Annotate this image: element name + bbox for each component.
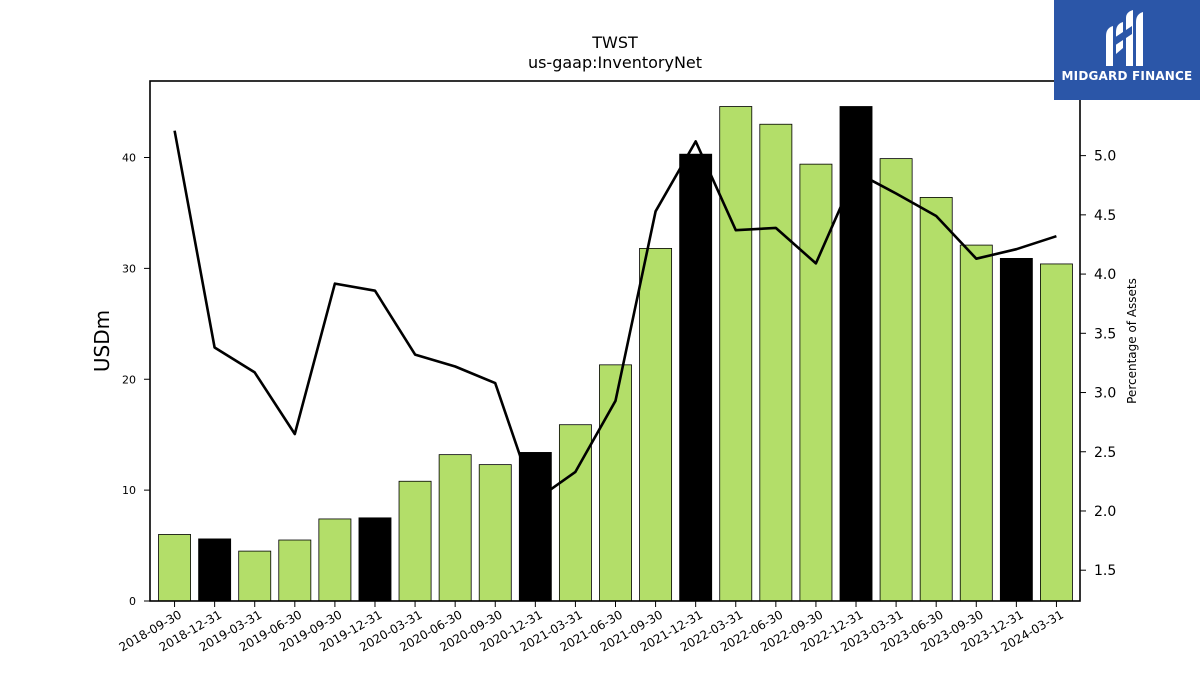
x-axis: 2018-09-302018-12-312019-03-312019-06-30… [117,601,1066,654]
bar-2019-06-30 [278,539,312,602]
y-tick-label: 30 [122,262,136,275]
y2-tick-label: 3.0 [1094,386,1116,402]
bar-2021-06-30 [599,364,632,602]
bar-2020-12-31 [518,452,552,602]
y2-tick-label: 2.5 [1094,445,1116,461]
bar-2018-09-30 [158,534,191,602]
y2-tick-label: 4.0 [1094,267,1116,283]
bar-2019-03-31 [238,550,272,602]
chart-title: TWST [591,33,638,52]
bar-2023-12-31 [999,257,1033,602]
bar-2023-03-31 [879,158,913,602]
bar-2023-09-30 [959,244,993,602]
bars-group [158,106,1073,602]
bar-2022-03-31 [719,106,753,602]
y2-tick-label: 3.5 [1094,326,1116,342]
bar-2019-12-31 [358,517,392,602]
y-tick-label: 40 [122,152,136,165]
logo-text: MIDGARD FINANCE [1061,69,1193,83]
y-tick-label: 20 [122,373,136,386]
y-axis-label: USDm [90,310,114,372]
y-tick-label: 10 [122,484,136,497]
y2-tick-label: 2.0 [1094,504,1116,520]
y2-tick-label: 5.0 [1094,149,1116,165]
bar-2020-09-30 [478,464,512,602]
bar-2022-06-30 [759,123,793,602]
right-axis: 1.5 2.0 2.5 3.0 3.5 4.0 4.5 5.0 [1080,149,1116,579]
percentage-line [173,130,1057,502]
bar-2024-03-31 [1040,263,1073,602]
y2-tick-label: 1.5 [1094,563,1116,579]
y2-tick-label: 4.5 [1094,208,1116,224]
y2-axis-label: Percentage of Assets [1125,278,1139,404]
line-group [173,130,1057,502]
bar-2021-12-31 [679,153,713,602]
bar-2022-09-30 [799,163,833,602]
bar-2022-12-31 [839,106,873,602]
logo-mark-icon [1106,10,1143,66]
bar-2020-03-31 [398,480,432,602]
brand-logo: MIDGARD FINANCE [1054,0,1200,100]
bar-2023-06-30 [919,197,953,602]
left-axis: 0 10 20 30 40 [122,152,150,608]
bar-2019-09-30 [318,518,352,602]
chart-subtitle: us-gaap:InventoryNet [528,53,702,72]
bar-2020-06-30 [438,454,472,602]
y-tick-label: 0 [129,595,136,608]
bar-2018-12-31 [198,538,232,602]
bar-2021-09-30 [639,248,673,602]
